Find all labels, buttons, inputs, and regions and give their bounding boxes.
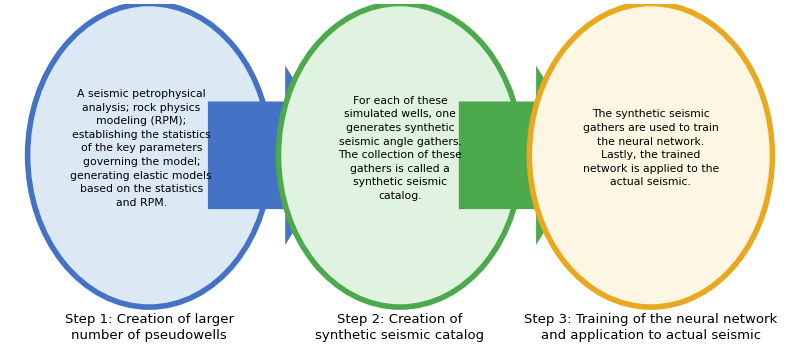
Text: Step 1: Creation of larger
number of pseudowells: Step 1: Creation of larger number of pse… xyxy=(65,313,234,342)
Text: Step 2: Creation of
synthetic seismic catalog: Step 2: Creation of synthetic seismic ca… xyxy=(315,313,485,342)
Polygon shape xyxy=(459,65,592,245)
Text: For each of these
simulated wells, one
generates synthetic
seismic angle gathers: For each of these simulated wells, one g… xyxy=(338,96,462,201)
Text: The synthetic seismic
gathers are used to train
the neural network.
Lastly, the : The synthetic seismic gathers are used t… xyxy=(582,109,719,187)
Ellipse shape xyxy=(278,4,522,307)
Ellipse shape xyxy=(530,4,773,307)
Text: Step 3: Training of the neural network
and application to actual seismic: Step 3: Training of the neural network a… xyxy=(524,313,778,342)
Text: A seismic petrophysical
analysis; rock physics
modeling (RPM);
establishing the : A seismic petrophysical analysis; rock p… xyxy=(70,89,212,208)
Polygon shape xyxy=(208,65,341,245)
Ellipse shape xyxy=(28,4,270,307)
